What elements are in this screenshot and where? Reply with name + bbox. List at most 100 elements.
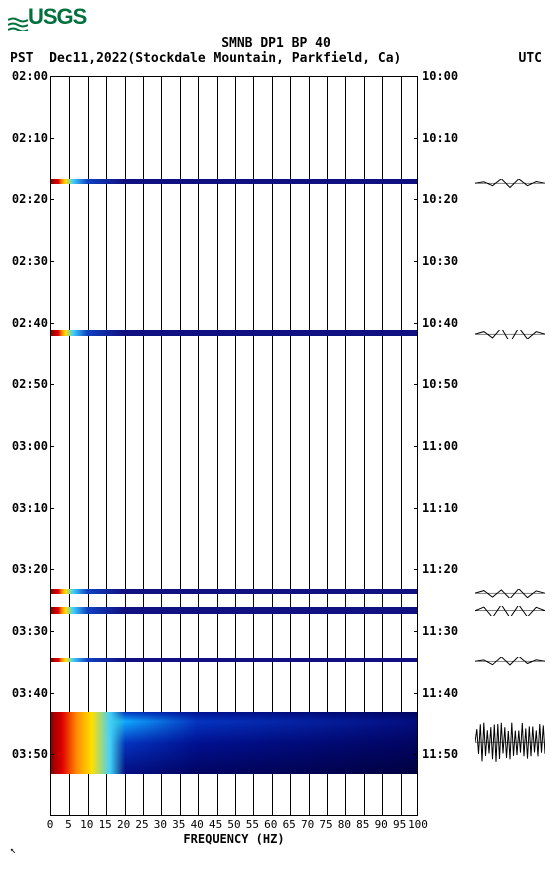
ytick-label-left: 03:40 (12, 686, 48, 700)
spectrogram-event (51, 589, 417, 594)
xtick-label: 25 (135, 818, 148, 831)
ytick-label-right: 10:50 (422, 377, 458, 391)
ytick-label-left: 03:20 (12, 562, 48, 576)
gridline-v (69, 77, 70, 815)
ytick-right (414, 693, 418, 694)
ytick-label-left: 02:30 (12, 254, 48, 268)
waveform-icon (475, 605, 545, 614)
ytick-label-left: 02:00 (12, 69, 48, 83)
ytick-label-left: 03:00 (12, 439, 48, 453)
spectrogram-hotcore (51, 712, 125, 774)
ytick-label-left: 02:40 (12, 316, 48, 330)
xtick-label: 60 (264, 818, 277, 831)
spectrogram-event (51, 330, 417, 336)
gridline-v (327, 77, 328, 815)
gridline-v (161, 77, 162, 815)
gridline-v (290, 77, 291, 815)
ytick-label-right: 10:10 (422, 131, 458, 145)
ytick-left (50, 508, 54, 509)
ytick-label-left: 03:30 (12, 624, 48, 638)
ytick-right (414, 569, 418, 570)
gridline-v (125, 77, 126, 815)
waveform-icon (475, 328, 545, 336)
ytick-right (414, 754, 418, 755)
ytick-left (50, 693, 54, 694)
cursor-mark: ↖ (10, 845, 16, 856)
xtick-label: 75 (319, 818, 332, 831)
gridline-v (253, 77, 254, 815)
ytick-label-left: 02:50 (12, 377, 48, 391)
xtick-label: 30 (154, 818, 167, 831)
xtick-label: 85 (356, 818, 369, 831)
gridline-v (217, 77, 218, 815)
xtick-label: 80 (338, 818, 351, 831)
spectrogram-event (51, 607, 417, 614)
ytick-right (414, 508, 418, 509)
gridline-v (143, 77, 144, 815)
ytick-left (50, 199, 54, 200)
xtick-label: 90 (375, 818, 388, 831)
ytick-left (50, 631, 54, 632)
waveform-icon (475, 587, 545, 595)
spectrogram-event (51, 712, 417, 774)
logo-waves-icon (8, 11, 28, 25)
gridline-v (180, 77, 181, 815)
xtick-label: 50 (227, 818, 240, 831)
xtick-label: 0 (47, 818, 54, 831)
ytick-left (50, 261, 54, 262)
spectrogram-event (51, 179, 417, 184)
xtick-label: 55 (246, 818, 259, 831)
ytick-left (50, 384, 54, 385)
xtick-label: 100 (408, 818, 428, 831)
ytick-label-left: 03:50 (12, 747, 48, 761)
xtick-label: 35 (172, 818, 185, 831)
ytick-label-right: 11:20 (422, 562, 458, 576)
ytick-left (50, 138, 54, 139)
xtick-label: 95 (393, 818, 406, 831)
waveform-icon (475, 655, 545, 663)
ytick-label-right: 10:00 (422, 69, 458, 83)
ytick-left (50, 76, 54, 77)
ytick-right (414, 323, 418, 324)
ytick-left (50, 446, 54, 447)
plot-area (50, 76, 418, 816)
xtick-label: 70 (301, 818, 314, 831)
date-label: Dec11,2022 (49, 51, 127, 66)
tz-right-label: UTC (519, 51, 542, 66)
gridline-v (198, 77, 199, 815)
ytick-label-right: 10:40 (422, 316, 458, 330)
ytick-label-left: 02:20 (12, 192, 48, 206)
gridline-v (106, 77, 107, 815)
xtick-label: 10 (80, 818, 93, 831)
xtick-label: 15 (99, 818, 112, 831)
xtick-label: 40 (191, 818, 204, 831)
waveform-icon (475, 699, 545, 785)
logo-text: USGS (28, 4, 86, 29)
tz-left-label: PST (10, 51, 33, 66)
ytick-right (414, 76, 418, 77)
xtick-label: 5 (65, 818, 72, 831)
ytick-right (414, 261, 418, 262)
chart-subtitle: PST Dec11,2022(Stockdale Mountain, Parkf… (0, 51, 552, 66)
gridline-v (382, 77, 383, 815)
gridline-v (401, 77, 402, 815)
ytick-label-right: 10:30 (422, 254, 458, 268)
gridline-v (309, 77, 310, 815)
ytick-right (414, 199, 418, 200)
ytick-label-left: 02:10 (12, 131, 48, 145)
ytick-right (414, 631, 418, 632)
gridline-v (345, 77, 346, 815)
ytick-left (50, 323, 54, 324)
spectrogram-event (51, 658, 417, 662)
gridline-v (88, 77, 89, 815)
gridline-v (364, 77, 365, 815)
ytick-left (50, 569, 54, 570)
ytick-label-right: 10:20 (422, 192, 458, 206)
xtick-label: 45 (209, 818, 222, 831)
location-label: (Stockdale Mountain, Parkfield, Ca) (127, 51, 401, 66)
ytick-label-right: 11:00 (422, 439, 458, 453)
ytick-right (414, 446, 418, 447)
ytick-label-right: 11:30 (422, 624, 458, 638)
ytick-label-left: 03:10 (12, 501, 48, 515)
ytick-right (414, 138, 418, 139)
